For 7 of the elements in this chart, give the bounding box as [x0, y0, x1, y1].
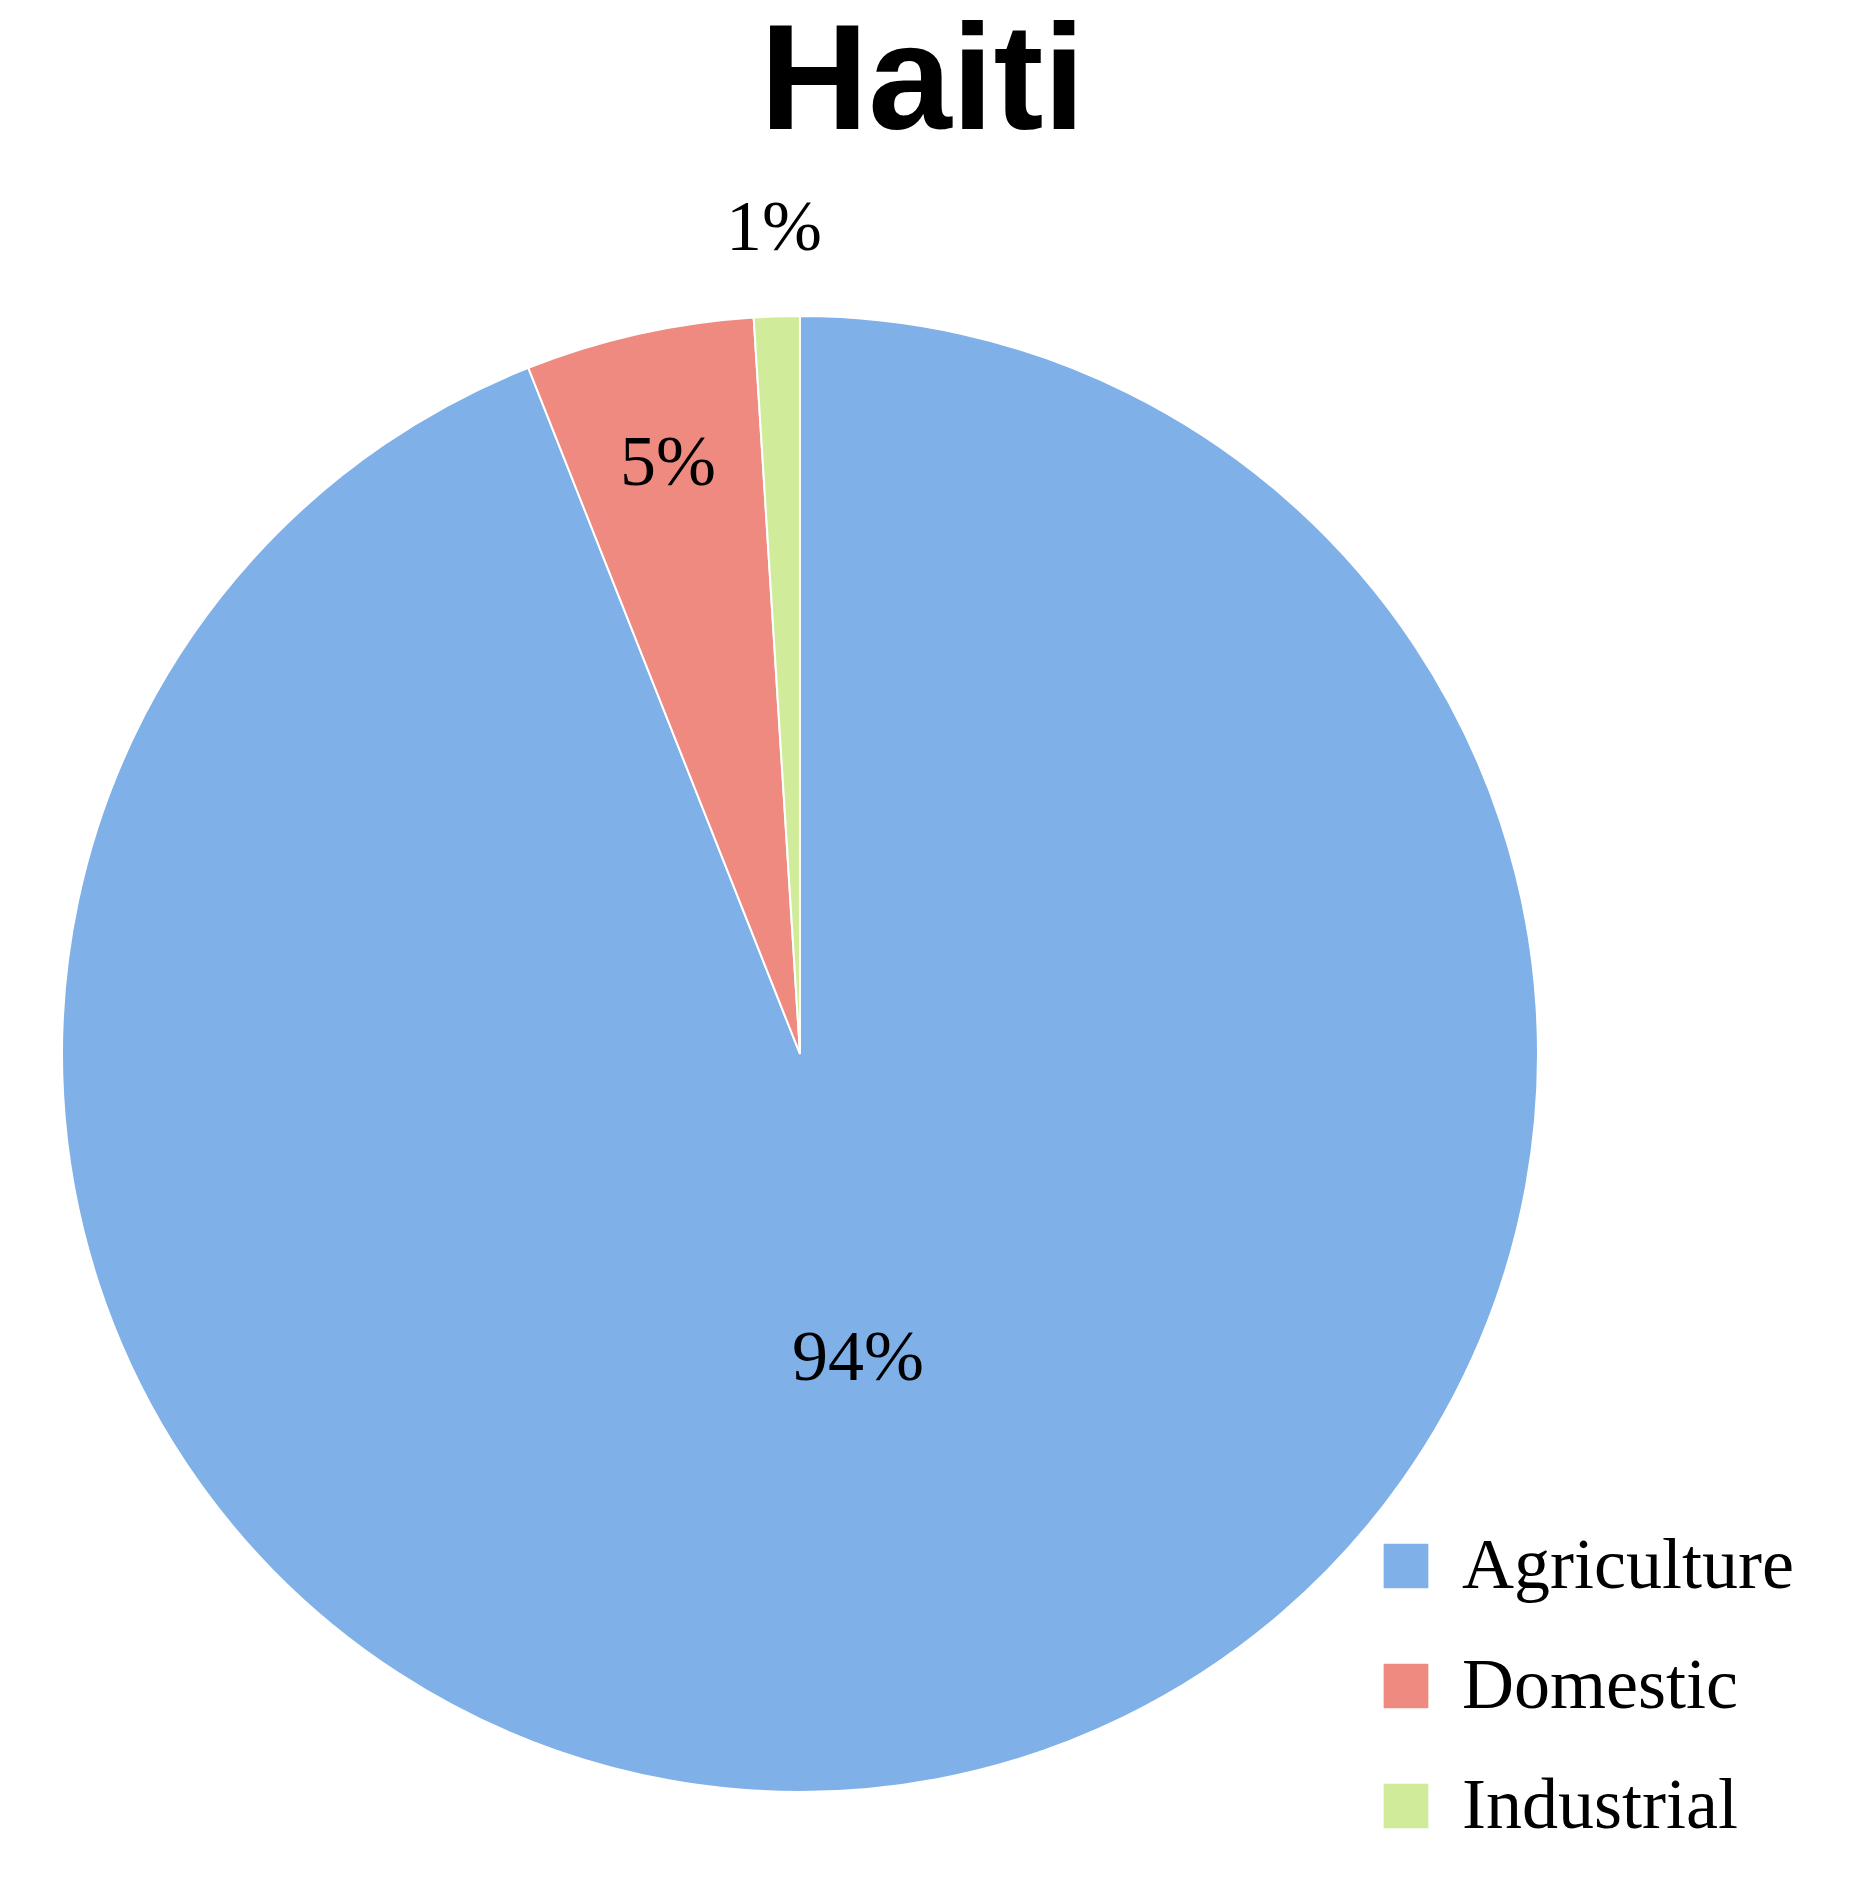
data-label: 94% — [792, 1316, 925, 1397]
legend-label: Domestic — [1462, 1644, 1738, 1724]
legend-label: Industrial — [1462, 1764, 1738, 1844]
legend-label: Agriculture — [1462, 1524, 1794, 1604]
data-label: 5% — [620, 421, 716, 502]
data-label: 1% — [726, 185, 823, 266]
chart-title: Haiti — [760, 0, 1086, 161]
